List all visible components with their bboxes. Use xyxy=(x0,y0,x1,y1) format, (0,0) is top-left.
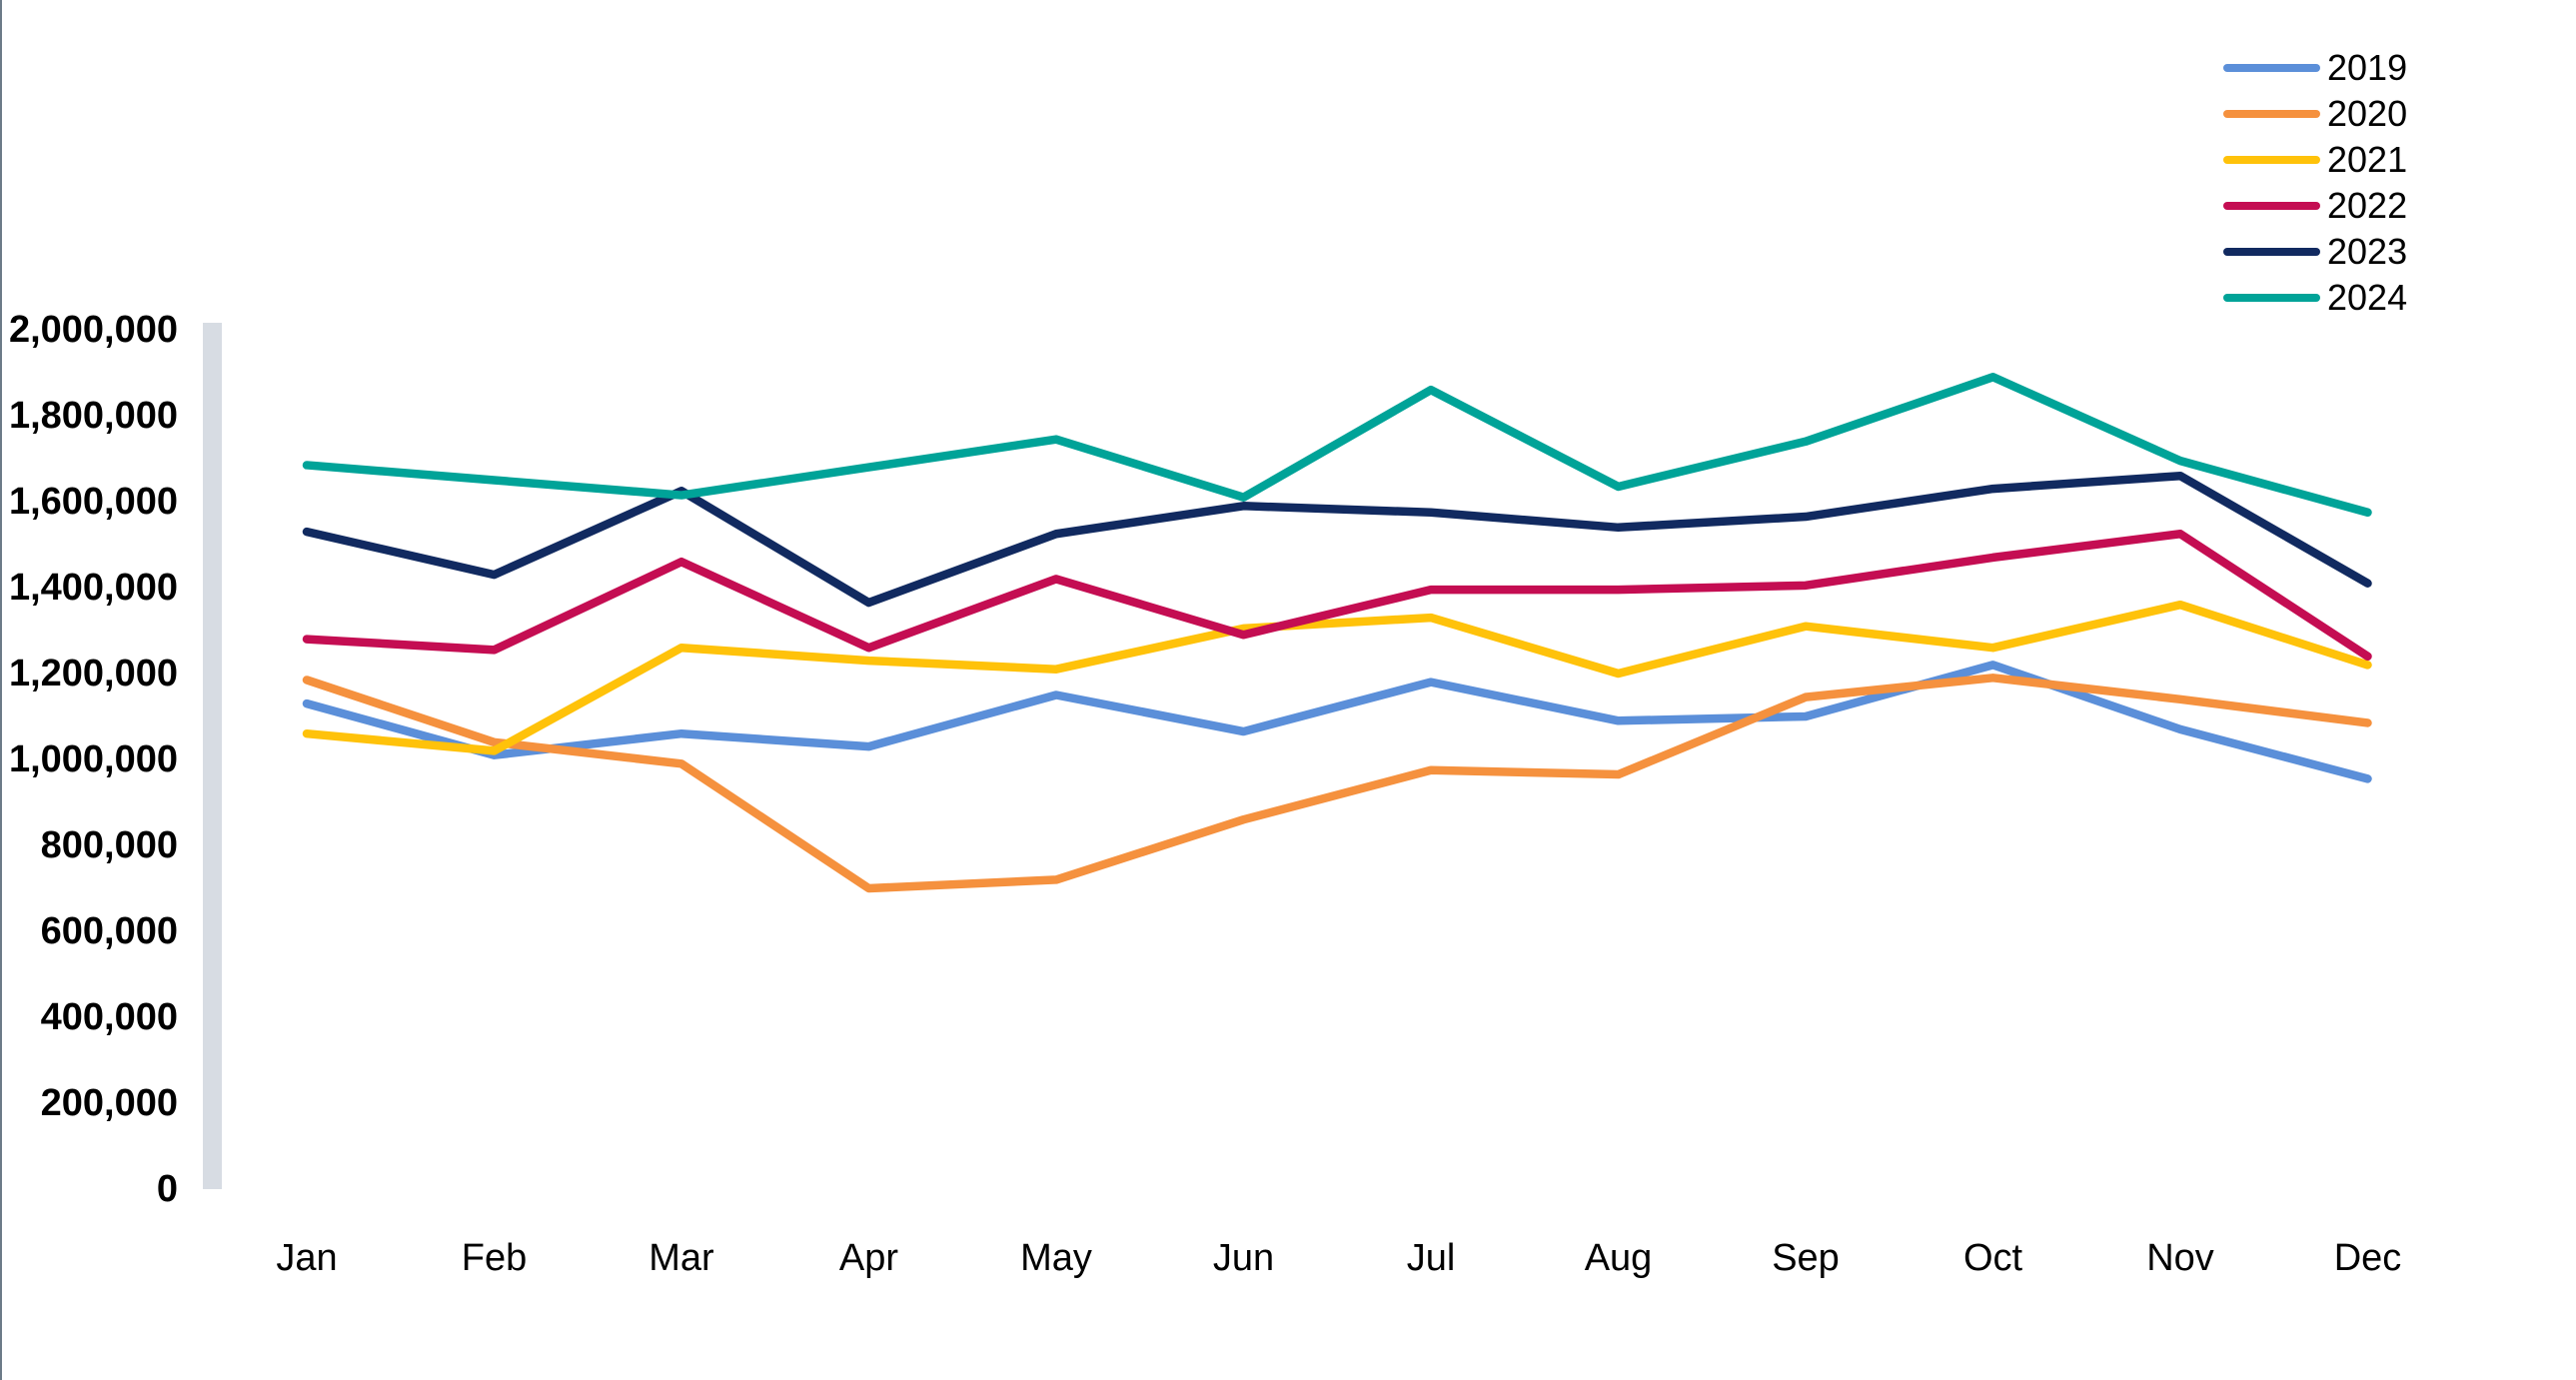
legend-label: 2024 xyxy=(2327,277,2408,318)
y-axis-tick-label: 1,200,000 xyxy=(9,653,178,694)
x-axis-month-label: Jul xyxy=(1407,1237,1456,1279)
y-axis-tick-label: 400,000 xyxy=(41,996,178,1038)
legend-line-swatch-icon xyxy=(2223,202,2320,210)
screen-left-edge-line xyxy=(0,0,2,1380)
y-axis-tick-label: 1,000,000 xyxy=(9,738,178,780)
legend-label: 2023 xyxy=(2327,231,2408,272)
series-line-2021 xyxy=(302,600,2372,755)
legend-line-swatch-icon xyxy=(2223,64,2320,72)
x-axis-month-label: Feb xyxy=(462,1237,527,1279)
series-line-2020 xyxy=(302,674,2372,893)
legend-item-2020: 2020 xyxy=(2223,91,2407,137)
x-axis-month-label: Jun xyxy=(1213,1237,1274,1279)
x-axis-month-label: Nov xyxy=(2146,1237,2214,1279)
y-axis-bar xyxy=(203,323,222,1189)
series-line-2024 xyxy=(302,373,2372,517)
y-axis-tick-label: 1,800,000 xyxy=(9,395,178,437)
legend-item-2022: 2022 xyxy=(2223,183,2407,229)
chart-legend: 2019 2020 2021 2022 2023 2024 xyxy=(2223,45,2407,321)
x-axis-month-label: Aug xyxy=(1585,1237,1653,1279)
series-line-2019 xyxy=(302,661,2372,783)
legend-label: 2020 xyxy=(2327,93,2408,134)
legend-label: 2019 xyxy=(2327,47,2408,88)
x-axis-month-label: Mar xyxy=(648,1237,714,1279)
legend-line-swatch-icon xyxy=(2223,248,2320,256)
x-axis-month-label: Oct xyxy=(1963,1237,2023,1279)
x-axis-month-label: Sep xyxy=(1772,1237,1840,1279)
series-line-2023 xyxy=(302,471,2372,608)
y-axis-tick-label: 1,600,000 xyxy=(9,481,178,523)
x-axis-month-label: May xyxy=(1020,1237,1092,1279)
legend-label: 2022 xyxy=(2327,185,2408,226)
legend-item-2019: 2019 xyxy=(2223,45,2407,91)
legend-line-swatch-icon xyxy=(2223,294,2320,302)
legend-label: 2021 xyxy=(2327,139,2408,180)
x-axis-month-label: Apr xyxy=(839,1237,898,1279)
y-axis-tick-label: 800,000 xyxy=(41,824,178,866)
x-axis-month-label: Dec xyxy=(2334,1237,2402,1279)
y-axis-tick-label: 1,400,000 xyxy=(9,567,178,609)
y-axis-tick-label: 600,000 xyxy=(41,910,178,952)
x-axis-month-label: Jan xyxy=(276,1237,337,1279)
y-axis-tick-label: 200,000 xyxy=(41,1082,178,1124)
legend-item-2023: 2023 xyxy=(2223,229,2407,275)
legend-item-2024: 2024 xyxy=(2223,275,2407,321)
y-axis-tick-label: 0 xyxy=(157,1168,178,1210)
legend-item-2021: 2021 xyxy=(2223,137,2407,183)
legend-line-swatch-icon xyxy=(2223,110,2320,118)
y-axis-tick-label: 2,000,000 xyxy=(9,309,178,351)
legend-line-swatch-icon xyxy=(2223,156,2320,164)
series-line-2022 xyxy=(302,530,2372,662)
